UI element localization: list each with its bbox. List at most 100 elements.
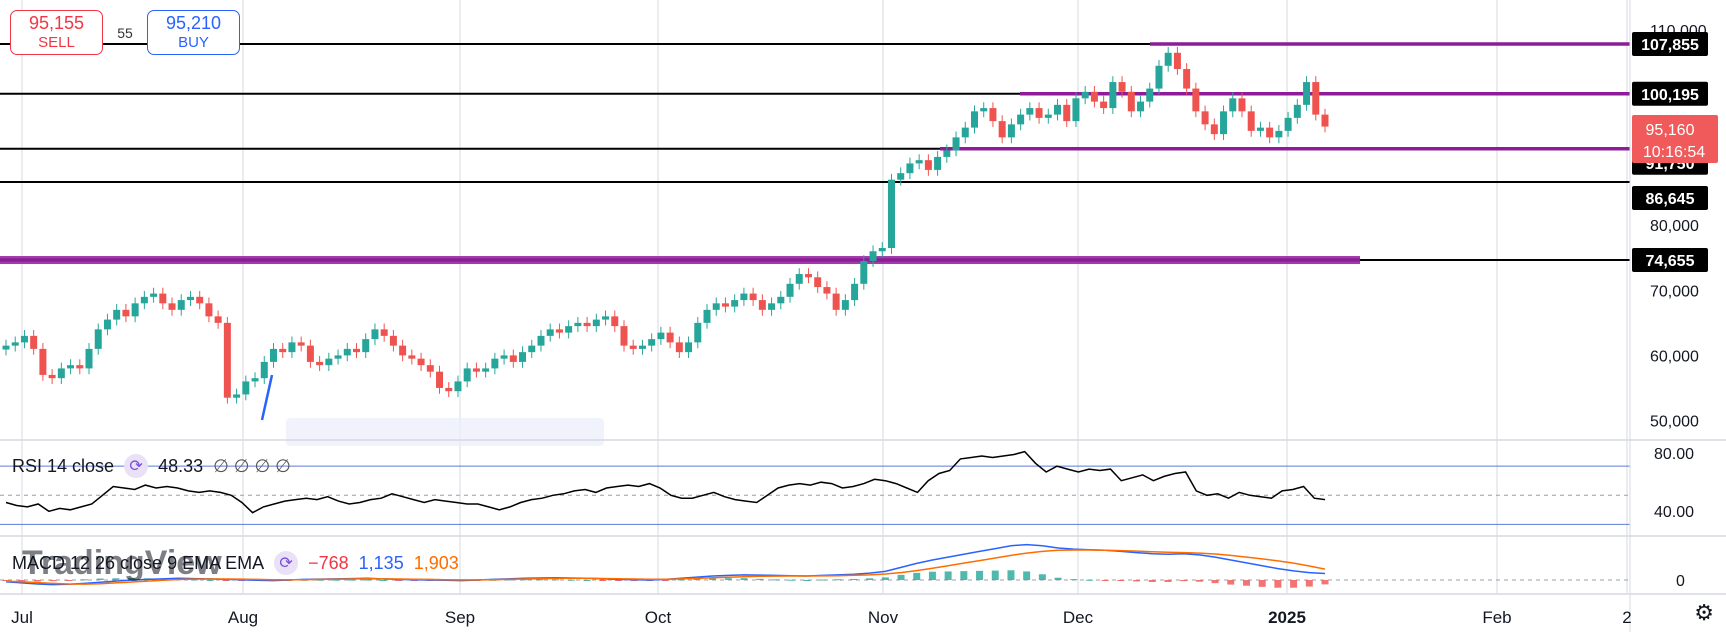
candle[interactable] (113, 303, 121, 326)
candle[interactable] (426, 359, 434, 378)
refresh-icon[interactable]: ⟳ (274, 551, 299, 575)
candle[interactable] (675, 336, 683, 358)
candle[interactable] (823, 281, 831, 300)
candle[interactable] (546, 323, 554, 342)
candle[interactable] (57, 362, 65, 385)
macd-signal-line[interactable] (5, 549, 1326, 585)
candle[interactable] (205, 297, 213, 323)
candle[interactable] (389, 330, 397, 352)
trend-line-drawing[interactable] (260, 374, 274, 421)
candle[interactable] (472, 362, 480, 378)
candle[interactable] (906, 157, 914, 180)
candle[interactable] (749, 287, 757, 306)
candle[interactable] (1118, 76, 1126, 98)
macd-legend[interactable]: MACD 12 26 close 9 EMA EMA ⟳ −768 1,135 … (12, 551, 459, 575)
candle[interactable] (1054, 98, 1062, 121)
candle[interactable] (408, 349, 416, 365)
candle[interactable] (242, 375, 250, 401)
candle[interactable] (269, 343, 277, 368)
candle[interactable] (1266, 121, 1274, 144)
candle[interactable] (491, 352, 499, 375)
candle[interactable] (353, 343, 361, 358)
candle[interactable] (980, 102, 988, 118)
candle[interactable] (1026, 102, 1034, 121)
candle[interactable] (1017, 108, 1025, 131)
candle[interactable] (1183, 63, 1191, 95)
candle[interactable] (602, 310, 610, 326)
candle[interactable] (260, 356, 268, 385)
candle[interactable] (306, 339, 314, 368)
candle[interactable] (814, 271, 822, 293)
candle[interactable] (989, 102, 997, 127)
candle[interactable] (832, 287, 840, 316)
rsi-line[interactable] (5, 450, 1326, 514)
candle[interactable] (168, 297, 176, 316)
candle[interactable] (574, 317, 582, 332)
candle[interactable] (740, 287, 748, 306)
candle[interactable] (334, 349, 342, 365)
rsi-pane[interactable]: 80.00 40.00 (0, 446, 1694, 525)
candle[interactable] (131, 297, 139, 323)
candle[interactable] (1173, 46, 1181, 75)
candle[interactable] (316, 356, 324, 372)
candle[interactable] (103, 313, 111, 336)
candle[interactable] (851, 277, 859, 306)
candle[interactable] (528, 339, 536, 358)
candle[interactable] (1137, 95, 1145, 118)
candle[interactable] (1155, 59, 1163, 95)
candle[interactable] (463, 362, 471, 388)
candle[interactable] (777, 290, 785, 310)
candle[interactable] (878, 242, 886, 258)
candle[interactable] (343, 343, 351, 362)
candle[interactable] (592, 313, 600, 332)
candle[interactable] (998, 115, 1006, 144)
candle[interactable] (2, 339, 10, 356)
candle[interactable] (897, 167, 905, 186)
candle[interactable] (1192, 82, 1200, 118)
candle[interactable] (214, 310, 222, 329)
candle[interactable] (1284, 112, 1292, 137)
candle[interactable] (703, 303, 711, 329)
macd-pane[interactable]: 0 (0, 543, 1685, 590)
candle[interactable] (11, 336, 19, 352)
candle[interactable] (795, 268, 803, 290)
candle[interactable] (1109, 76, 1117, 114)
candle[interactable] (1275, 125, 1283, 144)
candle[interactable] (1238, 92, 1246, 118)
candle[interactable] (860, 255, 868, 290)
candle[interactable] (39, 343, 47, 381)
candle[interactable] (620, 320, 628, 352)
candle[interactable] (1081, 85, 1089, 105)
candle[interactable] (417, 352, 425, 372)
candle[interactable] (48, 369, 56, 385)
candle[interactable] (638, 339, 646, 355)
candle[interactable] (841, 294, 849, 316)
candle[interactable] (279, 343, 287, 358)
candle[interactable] (454, 375, 462, 398)
candle[interactable] (869, 245, 877, 267)
candle[interactable] (380, 323, 388, 342)
candle[interactable] (768, 297, 776, 316)
candle[interactable] (887, 173, 895, 254)
candle[interactable] (1229, 92, 1237, 118)
candle[interactable] (1220, 105, 1228, 140)
candle[interactable] (685, 336, 693, 358)
candle[interactable] (694, 317, 702, 349)
candle[interactable] (970, 105, 978, 134)
candle[interactable] (233, 388, 241, 404)
refresh-icon[interactable]: ⟳ (124, 454, 149, 478)
candle[interactable] (611, 310, 619, 332)
candle[interactable] (500, 349, 508, 365)
candle[interactable] (186, 290, 194, 306)
horizontal-levels[interactable] (0, 42, 1630, 265)
candle[interactable] (952, 131, 960, 157)
candle[interactable] (915, 154, 923, 170)
candle[interactable] (362, 333, 370, 358)
candle[interactable] (537, 330, 545, 352)
candle[interactable] (934, 151, 942, 176)
candle[interactable] (20, 330, 28, 349)
candle[interactable] (961, 121, 969, 144)
candle[interactable] (804, 268, 812, 284)
